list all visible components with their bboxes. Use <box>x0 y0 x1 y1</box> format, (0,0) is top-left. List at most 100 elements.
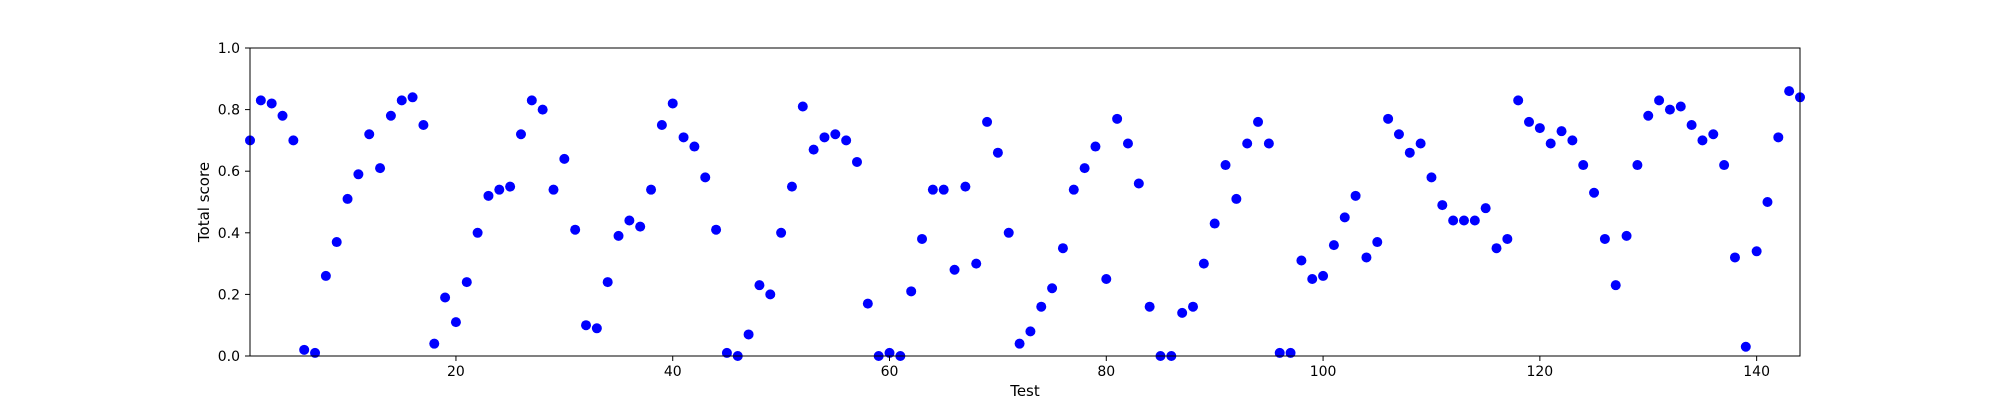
data-point <box>342 193 353 204</box>
data-point <box>1133 178 1144 189</box>
data-point <box>602 277 613 288</box>
data-point <box>1101 274 1112 284</box>
data-point <box>1469 215 1480 226</box>
data-point <box>396 95 407 106</box>
data-point <box>830 129 841 140</box>
data-point <box>407 92 418 103</box>
data-point <box>1372 237 1383 248</box>
data-point <box>841 135 852 146</box>
data-point <box>288 135 299 146</box>
data-point <box>1014 338 1025 349</box>
y-tick-label: 0.6 <box>218 164 240 180</box>
data-point <box>1708 129 1719 140</box>
data-point <box>1589 187 1600 198</box>
data-point <box>754 280 765 291</box>
y-tick-label: 0.4 <box>218 226 240 242</box>
data-point <box>1068 184 1079 195</box>
data-point <box>1188 301 1199 312</box>
data-point <box>1285 347 1296 358</box>
data-point <box>1198 258 1209 269</box>
data-point <box>1090 141 1101 152</box>
data-point <box>1697 135 1708 146</box>
x-axis-ticks: 20 40 60 80 100 120 140 <box>447 356 1770 380</box>
data-point <box>1502 233 1513 244</box>
data-point <box>526 95 537 106</box>
data-point <box>570 224 581 235</box>
data-point <box>1545 138 1556 149</box>
data-point <box>1664 104 1675 115</box>
data-point <box>1296 255 1307 266</box>
data-point <box>1719 160 1730 171</box>
data-point <box>721 347 732 358</box>
y-axis-label: Total score <box>195 162 213 243</box>
data-point <box>1480 203 1491 214</box>
data-point <box>559 153 570 164</box>
data-point <box>1328 240 1339 251</box>
data-point <box>1079 163 1090 174</box>
data-point <box>667 98 678 109</box>
y-axis-ticks: 0.0 0.2 0.4 0.6 0.8 1.0 <box>218 41 250 365</box>
data-point <box>938 184 949 195</box>
data-point <box>1036 301 1047 312</box>
data-point <box>1524 116 1535 127</box>
data-point <box>440 292 451 303</box>
data-point <box>375 163 386 174</box>
data-point <box>1025 326 1036 337</box>
data-point <box>1415 138 1426 149</box>
data-point <box>331 237 342 248</box>
data-point <box>635 221 646 232</box>
data-point <box>515 129 526 140</box>
data-point <box>1253 116 1264 127</box>
x-tick-label: 100 <box>1310 364 1337 380</box>
data-point <box>949 264 960 275</box>
data-point <box>982 116 993 127</box>
x-tick-label: 80 <box>1097 364 1115 380</box>
data-point <box>1177 307 1188 318</box>
data-point <box>461 277 472 288</box>
data-point <box>1339 212 1350 223</box>
data-point <box>1621 230 1632 241</box>
data-point <box>1003 227 1014 238</box>
data-point <box>1740 341 1751 352</box>
data-point <box>678 132 689 143</box>
data-point <box>1426 172 1437 183</box>
data-point <box>1220 160 1231 171</box>
data-point <box>266 98 277 109</box>
data-points <box>245 86 1805 361</box>
plot-area <box>250 48 1800 356</box>
data-point <box>743 329 754 340</box>
data-point <box>927 184 938 195</box>
data-point <box>1393 129 1404 140</box>
data-point <box>1144 301 1155 312</box>
data-point <box>1784 86 1795 97</box>
data-point <box>1751 246 1762 257</box>
data-point <box>1654 95 1665 106</box>
data-point <box>776 227 787 238</box>
data-point <box>1242 138 1253 149</box>
y-tick-label: 0.2 <box>218 287 240 303</box>
data-point <box>1274 347 1285 358</box>
data-point <box>1686 120 1697 130</box>
data-point <box>591 323 602 334</box>
data-point <box>537 104 548 115</box>
data-point <box>1599 233 1610 244</box>
data-point <box>310 347 321 358</box>
data-point <box>1762 197 1773 207</box>
data-point <box>786 181 797 192</box>
data-point <box>851 156 862 167</box>
data-point <box>819 132 830 143</box>
data-point <box>418 120 429 130</box>
data-point <box>1437 200 1448 211</box>
data-point <box>1122 138 1133 149</box>
data-point <box>1263 138 1274 149</box>
data-point <box>483 190 494 201</box>
data-point <box>1567 135 1578 146</box>
data-point <box>906 286 917 297</box>
data-point <box>364 129 375 140</box>
data-point <box>613 230 624 241</box>
data-point <box>689 141 700 152</box>
data-point <box>1383 113 1394 124</box>
data-point <box>353 169 364 180</box>
data-point <box>299 344 310 355</box>
data-point <box>1404 147 1415 158</box>
